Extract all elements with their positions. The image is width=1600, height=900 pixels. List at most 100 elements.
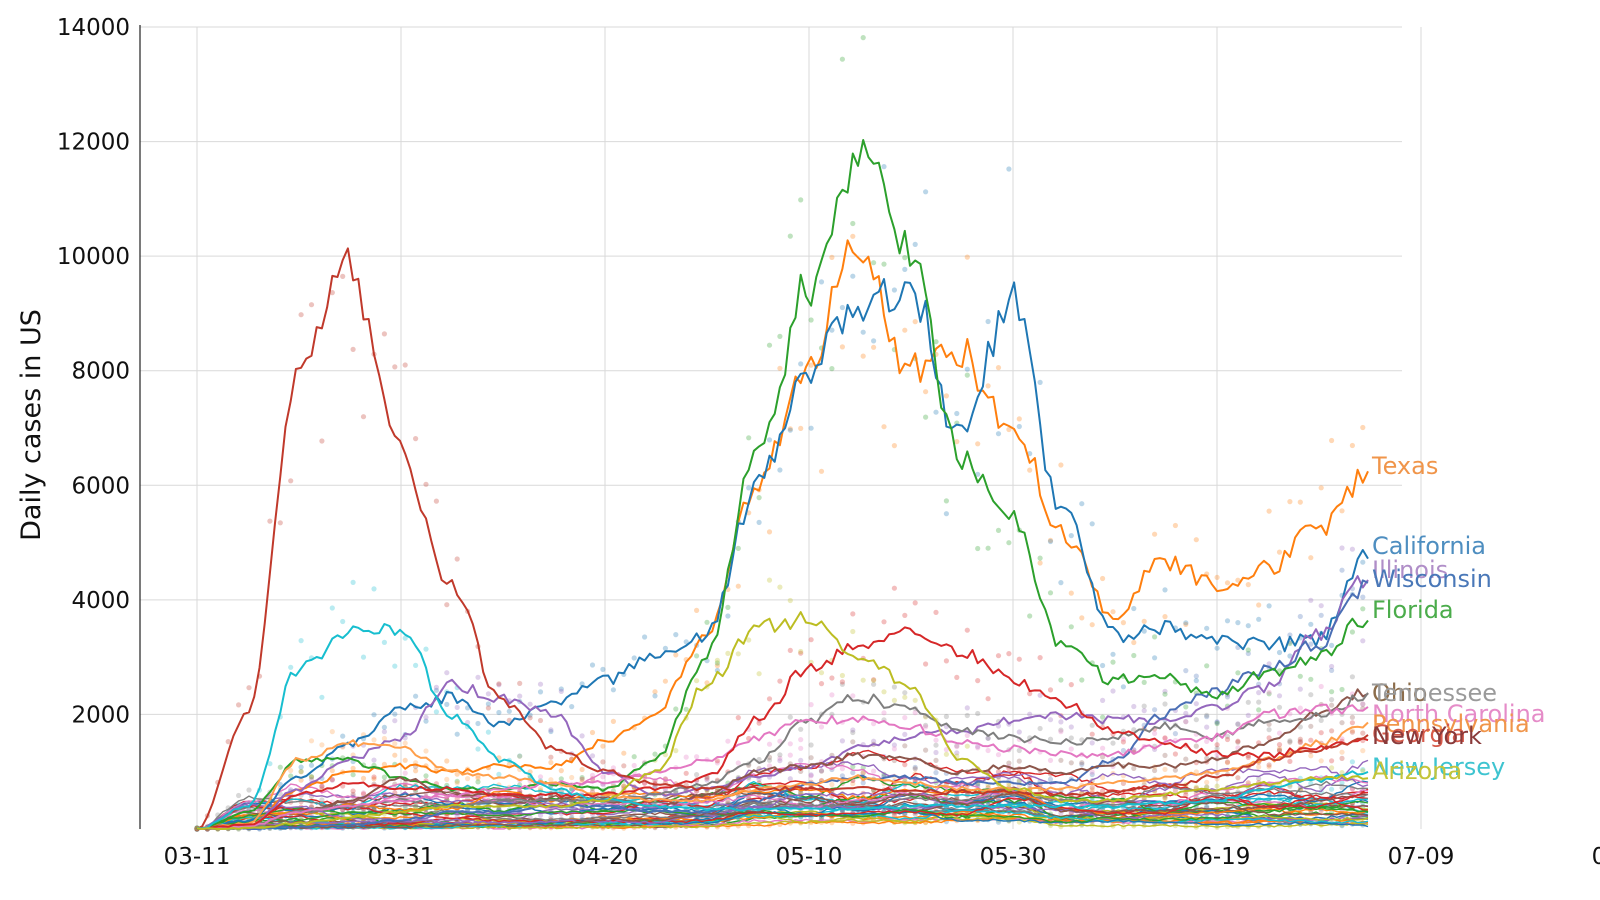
daily-point [860,35,866,41]
daily-point [1110,651,1116,657]
daily-point [454,731,460,737]
daily-point [246,685,252,691]
daily-point [267,518,273,524]
daily-point [798,737,804,743]
daily-point [1068,735,1074,741]
daily-point [1349,442,1355,449]
daily-point [673,652,679,658]
daily-point [1235,670,1241,676]
daily-point [1256,602,1262,608]
daily-point [850,611,856,617]
daily-point [1058,729,1064,735]
daily-point [850,764,856,770]
daily-point [1266,508,1272,514]
daily-point [1245,699,1251,705]
daily-point [1360,730,1366,736]
daily-point [860,329,866,335]
daily-point [1339,755,1345,762]
daily-point [485,705,491,711]
daily-point [1058,580,1064,586]
daily-point [1016,729,1022,735]
daily-point [621,763,627,769]
daily-point [725,650,731,657]
x-tick-label: 03-11 [164,844,231,870]
daily-point [600,759,606,765]
daily-point [548,759,554,766]
daily-point [1037,560,1043,566]
daily-point [1058,677,1064,683]
daily-point [1068,624,1074,630]
daily-point [673,706,679,712]
daily-point [236,792,242,799]
daily-point [766,342,773,348]
daily-point [1100,575,1106,582]
daily-point [537,689,544,695]
daily-point [839,738,846,744]
daily-point [569,704,575,710]
daily-point [1037,725,1043,732]
daily-point [589,753,596,759]
daily-point [371,774,377,780]
daily-point [558,688,564,695]
daily-point [433,709,439,715]
daily-point [1152,655,1158,661]
daily-point [1079,760,1085,766]
daily-point [1266,727,1272,733]
daily-point [995,653,1002,659]
daily-point [808,362,814,368]
daily-point [1068,746,1074,752]
daily-point [995,431,1002,437]
daily-point [1214,645,1220,651]
series-lines [196,139,1369,830]
daily-point [1100,745,1106,751]
daily-point [954,744,960,750]
daily-point [1329,697,1335,703]
daily-point [475,746,481,752]
daily-point [1162,795,1168,802]
daily-point [808,755,814,761]
daily-point [1245,647,1251,653]
daily-point [1360,638,1366,644]
daily-point [1297,736,1303,742]
daily-point [444,602,450,608]
daily-point [548,754,554,760]
daily-point [527,715,533,721]
daily-point [933,749,939,756]
daily-point [850,729,856,736]
daily-point [766,763,773,769]
daily-point [1297,705,1303,711]
daily-point [506,708,512,714]
daily-point [1027,467,1033,473]
daily-point [1349,720,1355,726]
daily-point [1329,689,1335,695]
daily-point [683,706,689,712]
daily-point [1276,549,1283,555]
daily-point [1141,618,1147,625]
daily-point [798,425,804,431]
daily-point [735,545,741,552]
daily-point [995,527,1002,534]
daily-point [1172,751,1178,757]
daily-point [1349,629,1355,635]
daily-point [1183,756,1189,762]
daily-point [902,266,908,272]
daily-point [1089,769,1095,775]
daily-point [1162,701,1168,707]
x-tick-label: 05-30 [980,844,1047,870]
daily-point [912,600,918,606]
daily-point [923,389,929,395]
daily-point [600,743,606,749]
daily-point [673,748,679,754]
series-end-labels: TexasCaliforniaIllinoisWisconsinFloridaO… [1371,452,1546,785]
daily-point [1204,779,1210,785]
daily-point [537,681,544,687]
daily-point [694,754,700,760]
daily-point [1245,712,1251,719]
daily-point [308,302,315,308]
daily-point [475,674,481,680]
daily-point [777,678,783,684]
series-label-arizona: Arizona [1372,757,1462,785]
daily-point [1131,639,1137,646]
daily-point [1162,587,1168,593]
daily-point [319,742,325,748]
